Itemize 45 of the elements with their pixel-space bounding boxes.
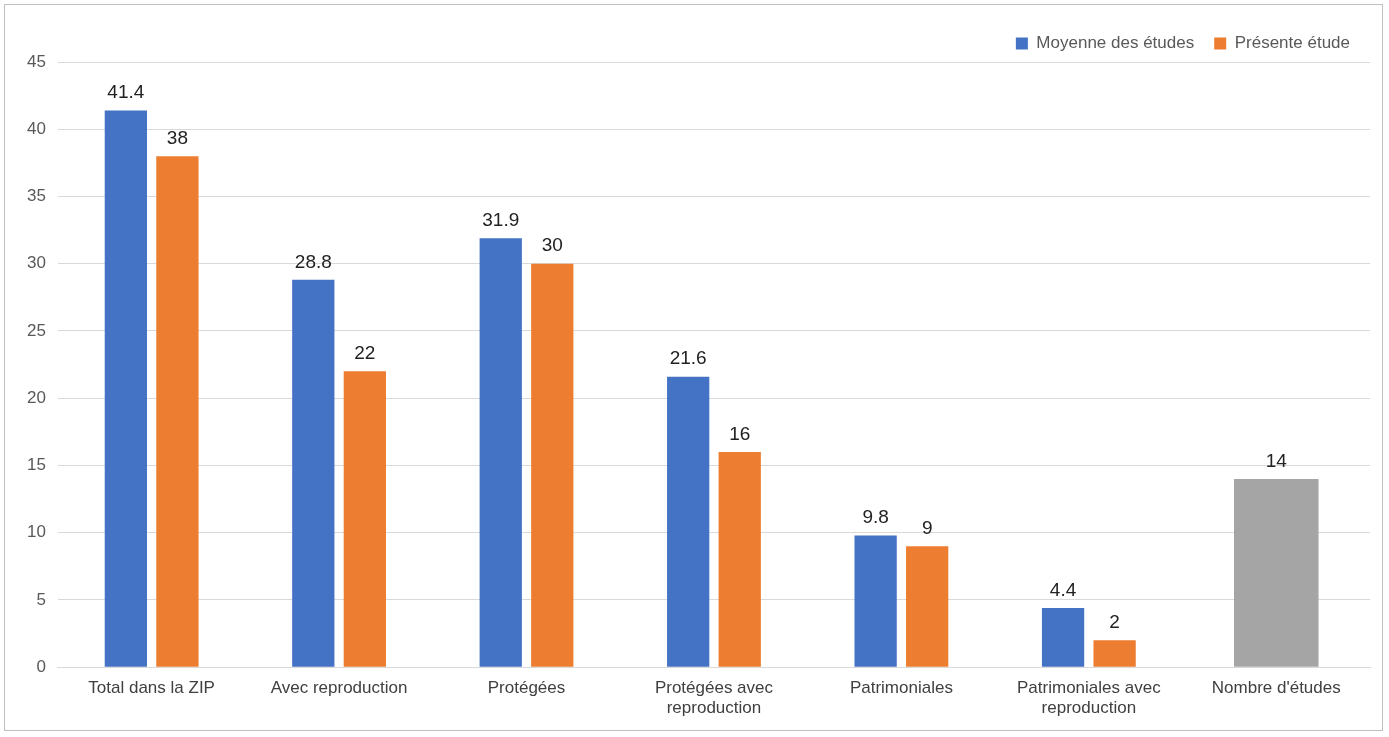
x-tick-label: Avec reproduction [270,678,408,698]
data-label: 22 [354,342,376,364]
y-tick-label: 45 [26,51,46,71]
x-tick-label: Nombre d'études [1211,678,1341,698]
bar [667,376,710,667]
data-label: 9 [921,516,933,538]
bar [854,535,897,667]
bar [343,371,386,667]
bar [906,546,949,667]
bar [292,279,335,667]
data-label: 9.8 [862,506,889,528]
bar [1093,640,1136,667]
data-label: 4.4 [1049,578,1077,600]
bar [718,452,761,667]
y-tick-label: 20 [26,387,46,407]
x-tick-label: Protégées [487,678,566,698]
data-label: 30 [541,234,563,256]
y-tick-label: 35 [26,186,46,206]
x-tick-label: Protégées avec reproduction [654,678,774,718]
data-label: 41.4 [107,81,145,103]
data-label: 2 [1109,611,1120,633]
legend-label: Présente étude [1234,33,1351,53]
data-label: 21.6 [669,347,707,369]
x-tick-label: Total dans la ZIP [88,678,215,698]
y-tick-label: 40 [26,118,46,138]
data-label: 16 [729,422,751,444]
legend-label: Moyenne des études [1036,33,1195,53]
data-label: 38 [166,126,188,148]
x-tick-label: Patrimoniales avec reproduction [1017,678,1162,718]
bar [1234,478,1319,667]
y-tick-label: 5 [36,589,46,609]
y-tick-label: 30 [26,253,46,273]
bar [531,263,574,667]
bar [479,238,522,667]
y-tick-label: 25 [26,320,46,340]
data-label: 31.9 [482,208,520,230]
y-tick-label: 0 [36,656,46,676]
bar [1041,608,1085,667]
bar [104,110,147,667]
data-label: 28.8 [294,250,332,272]
bar [156,156,199,667]
data-label: 14 [1265,449,1288,471]
y-tick-label: 10 [26,522,46,542]
y-tick-label: 15 [26,455,46,475]
x-tick-label: Patrimoniales [849,678,953,698]
